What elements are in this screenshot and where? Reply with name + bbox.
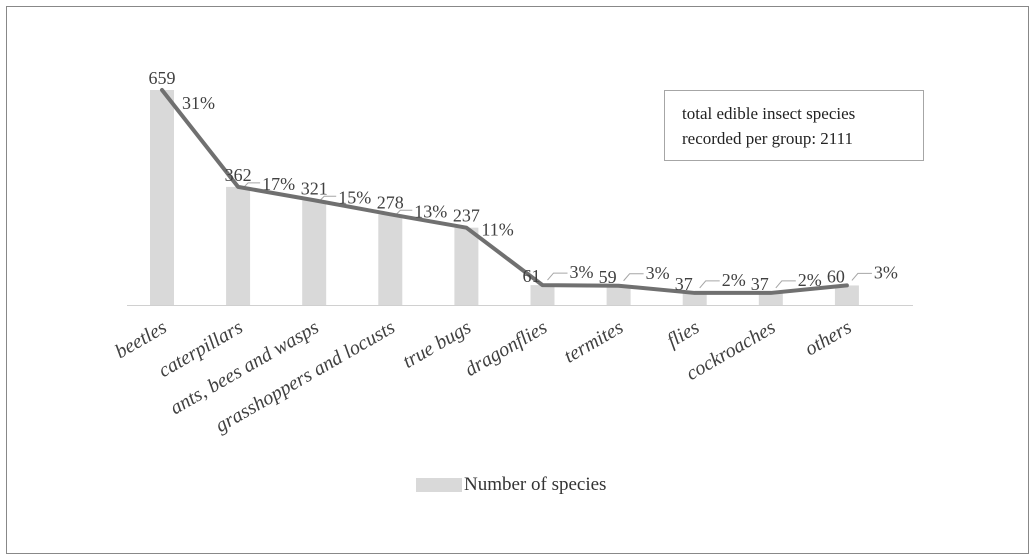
percent-label-7: 2% xyxy=(722,270,746,290)
percent-label-2: 15% xyxy=(338,187,371,207)
bar-6 xyxy=(606,285,631,305)
chart-frame: 659 362 321 278 237 61 59 37 37 60 31% 17% 15% 13% 11… xyxy=(6,6,1029,554)
leader-line-5 xyxy=(547,272,568,281)
legend: Number of species xyxy=(416,473,606,497)
legend-swatch xyxy=(416,478,462,492)
bar-7 xyxy=(682,292,707,305)
bar-0 xyxy=(150,90,174,305)
value-label-2: 321 xyxy=(301,178,328,198)
total-species-annotation: total edible insect species recorded per… xyxy=(664,90,924,161)
percent-label-9: 3% xyxy=(874,262,898,282)
percent-label-4: 11% xyxy=(481,220,513,240)
percent-label-6: 3% xyxy=(646,263,670,283)
leader-line-9 xyxy=(851,272,872,281)
bar-8 xyxy=(758,292,783,305)
value-label-4: 237 xyxy=(453,206,480,226)
annotation-line-2: recorded per group: 2111 xyxy=(682,129,854,148)
chart-svg: 659 362 321 278 237 61 59 37 37 60 31% 17% 15% 13% 11… xyxy=(111,68,913,437)
value-label-3: 278 xyxy=(377,192,404,212)
category-label-0: beetles xyxy=(111,316,170,363)
leader-line-6 xyxy=(623,273,644,282)
leader-line-7 xyxy=(699,280,720,289)
value-label-8: 37 xyxy=(751,274,769,294)
legend-label: Number of species xyxy=(464,474,607,495)
category-label-6: termites xyxy=(560,316,627,367)
value-label-5: 61 xyxy=(523,266,541,286)
percent-label-5: 3% xyxy=(570,262,594,282)
percent-label-8: 2% xyxy=(798,270,822,290)
category-label-5: dragonflies xyxy=(461,316,551,381)
value-label-6: 59 xyxy=(599,267,617,287)
percent-label-3: 13% xyxy=(414,201,447,221)
annotation-line-1: total edible insect species xyxy=(682,104,856,123)
bar-1 xyxy=(226,186,251,305)
bar-2 xyxy=(302,200,327,305)
value-label-7: 37 xyxy=(675,274,693,294)
category-label-7: flies xyxy=(663,316,703,352)
value-label-9: 60 xyxy=(827,266,845,286)
leader-line-8 xyxy=(775,280,796,289)
value-label-0: 659 xyxy=(149,68,176,88)
bar-5 xyxy=(530,285,555,305)
bar-4 xyxy=(454,227,479,305)
bar-9 xyxy=(834,285,859,305)
percent-label-1: 17% xyxy=(262,174,295,194)
category-label-9: others xyxy=(801,316,855,360)
percent-label-0: 31% xyxy=(182,93,215,113)
value-label-1: 362 xyxy=(225,165,252,185)
trend-line xyxy=(160,88,849,295)
bar-3 xyxy=(378,214,403,305)
